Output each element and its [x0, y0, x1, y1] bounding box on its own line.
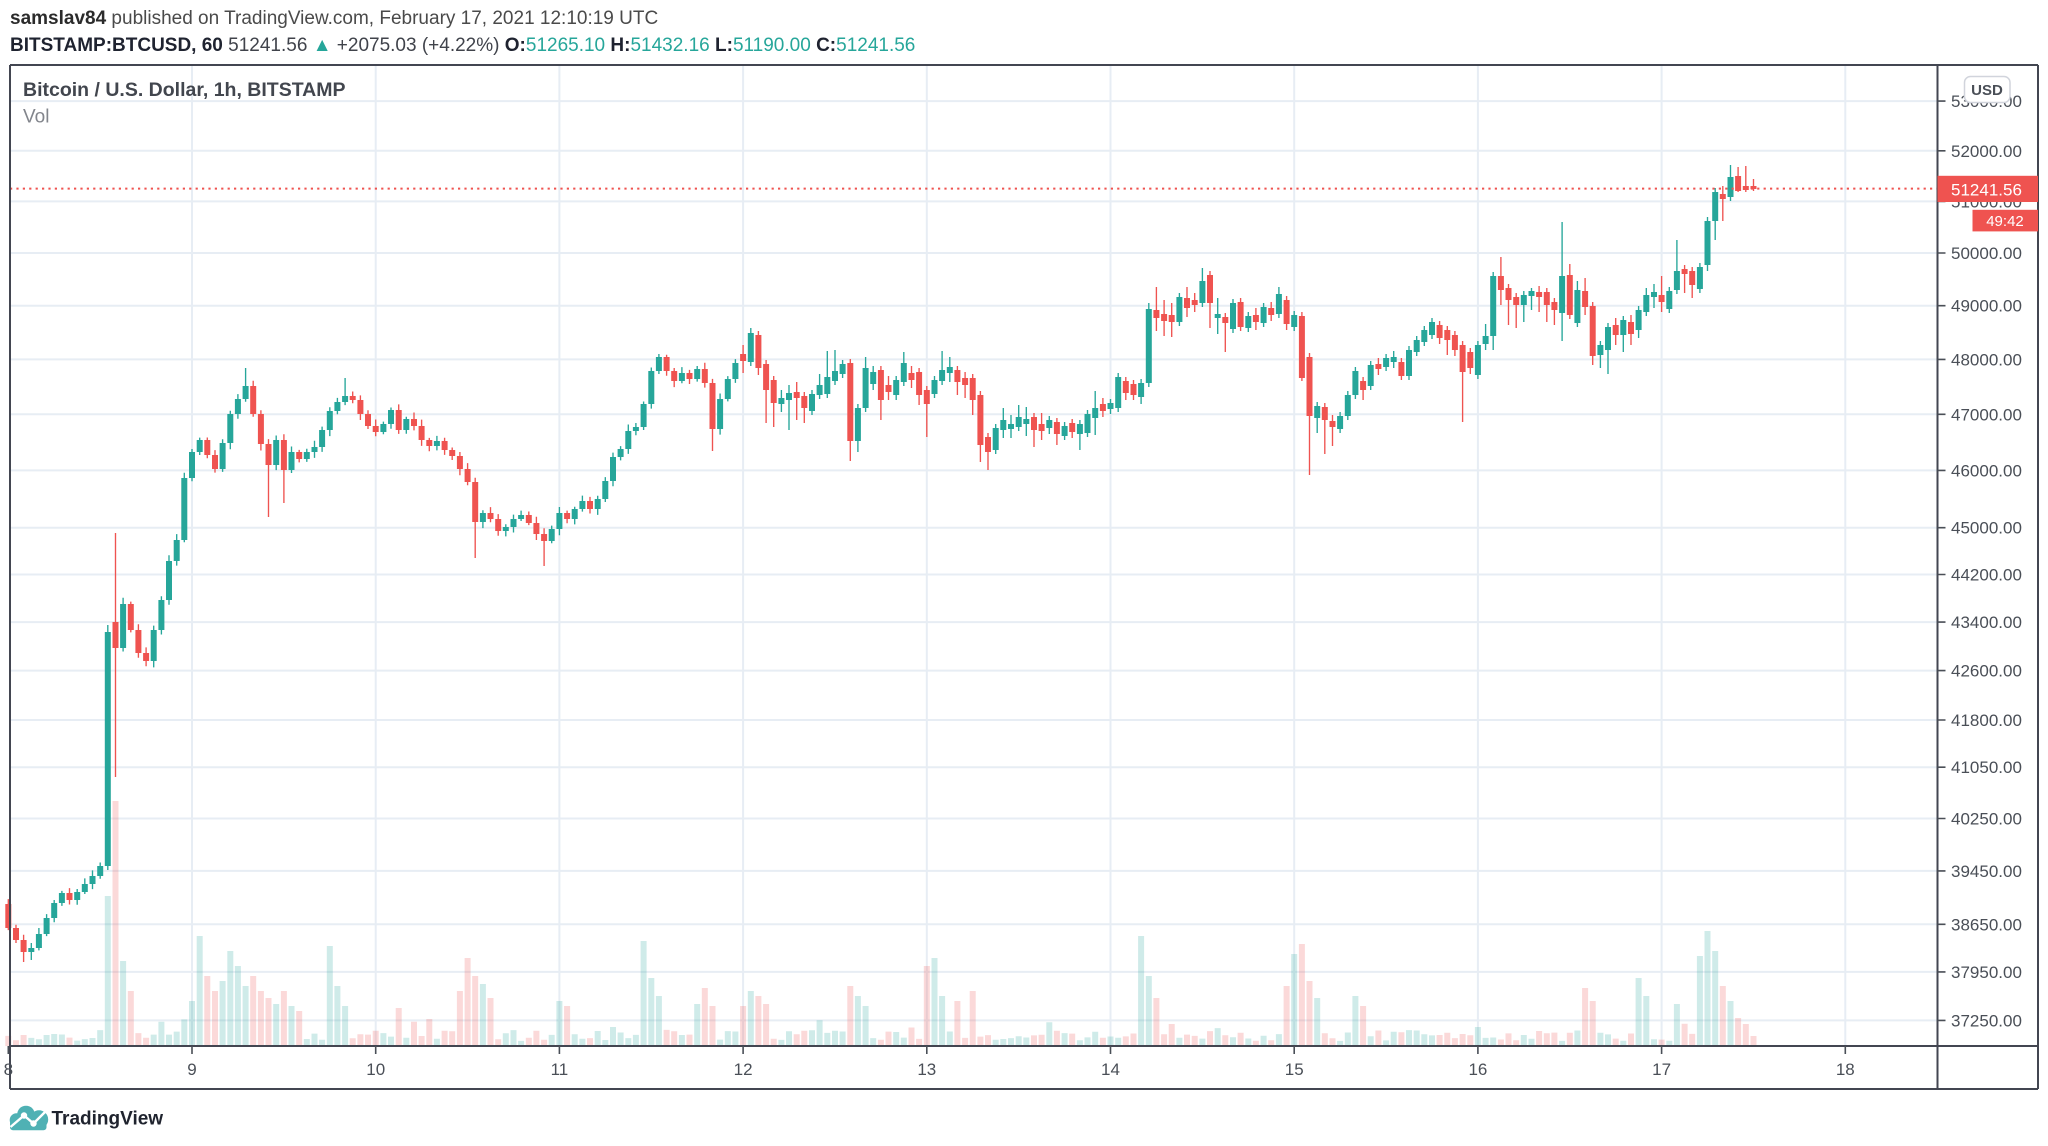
svg-text:17: 17	[1652, 1060, 1671, 1079]
svg-text:12: 12	[734, 1060, 753, 1079]
svg-text:8: 8	[4, 1060, 13, 1079]
svg-text:41800.00: 41800.00	[1951, 711, 2022, 730]
svg-text:45000.00: 45000.00	[1951, 519, 2022, 538]
svg-text:16: 16	[1468, 1060, 1487, 1079]
svg-text:48000.00: 48000.00	[1951, 350, 2022, 369]
svg-text:47000.00: 47000.00	[1951, 405, 2022, 424]
svg-text:41050.00: 41050.00	[1951, 758, 2022, 777]
svg-text:11: 11	[551, 1060, 569, 1079]
svg-text:Bitcoin / U.S. Dollar, 1h, BIT: Bitcoin / U.S. Dollar, 1h, BITSTAMP	[23, 79, 346, 101]
svg-text:43400.00: 43400.00	[1951, 613, 2022, 632]
svg-text:42600.00: 42600.00	[1951, 662, 2022, 681]
svg-text:50000.00: 50000.00	[1951, 244, 2022, 263]
svg-text:51241.56: 51241.56	[1951, 181, 2022, 200]
svg-text:37250.00: 37250.00	[1951, 1011, 2022, 1030]
svg-text:13: 13	[917, 1060, 936, 1079]
svg-text:38650.00: 38650.00	[1951, 915, 2022, 934]
svg-text:TradingView: TradingView	[52, 1109, 164, 1130]
svg-text:49000.00: 49000.00	[1951, 297, 2022, 316]
svg-text:15: 15	[1285, 1060, 1304, 1079]
svg-text:46000.00: 46000.00	[1951, 461, 2022, 480]
svg-text:10: 10	[366, 1060, 385, 1079]
svg-text:samslav84 published on Trading: samslav84 published on TradingView.com, …	[10, 8, 658, 29]
svg-text:USD: USD	[1971, 82, 2003, 99]
svg-text:39450.00: 39450.00	[1951, 862, 2022, 881]
svg-text:44200.00: 44200.00	[1951, 566, 2022, 585]
svg-text:9: 9	[187, 1060, 196, 1079]
svg-text:49:42: 49:42	[1986, 213, 2024, 230]
svg-text:37950.00: 37950.00	[1951, 963, 2022, 982]
svg-text:14: 14	[1101, 1060, 1120, 1079]
svg-text:52000.00: 52000.00	[1951, 142, 2022, 161]
svg-text:40250.00: 40250.00	[1951, 810, 2022, 829]
svg-text:18: 18	[1836, 1060, 1855, 1079]
svg-text:Vol: Vol	[23, 107, 49, 128]
svg-text:BITSTAMP:BTCUSD, 60 51241.56: BITSTAMP:BTCUSD, 60 51241.56 ▲ +2075.03 …	[10, 35, 915, 56]
